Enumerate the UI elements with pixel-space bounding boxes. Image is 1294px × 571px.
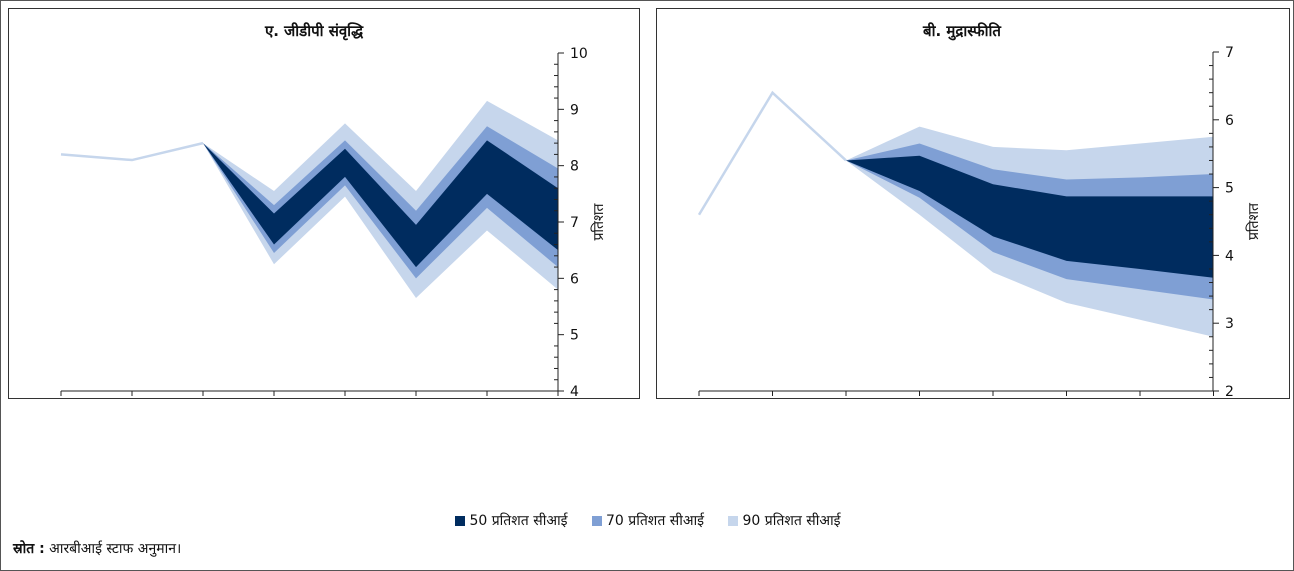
legend-label: 90 प्रतिशत सीआई [742, 513, 841, 529]
inflation-panel: बी. मुद्रास्फीति ति1:2023-24ति2:2023-24त… [656, 8, 1290, 477]
y-axis-label: प्रतिशत [590, 202, 607, 240]
legend-label: 50 प्रतिशत सीआई [469, 513, 568, 529]
y-tick-label: 7 [1225, 45, 1234, 61]
y-tick-label: 8 [570, 159, 579, 175]
legend: 50 प्रतिशत सीआई 70 प्रतिशत सीआई 90 प्रति… [1, 511, 1294, 530]
y-tick-label: 10 [570, 46, 588, 62]
legend-swatch [728, 516, 739, 526]
y-tick-label: 6 [570, 271, 579, 287]
legend-swatch [591, 516, 602, 526]
legend-label: 70 प्रतिशत सीआई [605, 513, 705, 529]
y-tick-label: 2 [1225, 384, 1234, 398]
gdp-growth-chart: ए. जीडीपी संवृद्धि ति1:2023-24ति2:2023-2… [54, 22, 607, 477]
chart-title: बी. मुद्रास्फीति [922, 22, 1002, 41]
y-tick-label: 4 [1225, 248, 1234, 264]
actual-series-line [60, 141, 204, 162]
y-tick-label: 6 [1225, 113, 1234, 129]
source-note: स्रोत : आरबीआई स्टाफ अनुमान। [13, 539, 181, 558]
gdp-growth-panel: ए. जीडीपी संवृद्धि ति1:2023-24ति2:2023-2… [8, 8, 640, 477]
actual-series-line [697, 90, 847, 216]
y-tick-label: 7 [570, 215, 579, 231]
y-tick-label: 5 [570, 328, 579, 344]
band-ci50 [846, 155, 1214, 278]
chart-title: ए. जीडीपी संवृद्धि [264, 22, 364, 41]
source-text: आरबीआई स्टाफ अनुमान। [49, 541, 182, 557]
legend-swatch [455, 516, 466, 526]
y-tick-label: 9 [570, 102, 579, 118]
y-axis-label: प्रतिशत [1245, 202, 1262, 240]
y-tick-label: 3 [1225, 316, 1234, 332]
y-tick-label: 5 [1225, 181, 1234, 197]
band-ci50 [203, 140, 558, 268]
legend-item-ci70: 70 प्रतिशत सीआई [591, 511, 705, 530]
legend-item-ci90: 90 प्रतिशत सीआई [728, 511, 841, 530]
legend-item-ci50: 50 प्रतिशत सीआई [455, 511, 568, 530]
y-tick-label: 4 [570, 384, 579, 398]
inflation-chart: बी. मुद्रास्फीति ति1:2023-24ति2:2023-24त… [692, 22, 1262, 477]
source-label: स्रोत : [13, 541, 45, 557]
